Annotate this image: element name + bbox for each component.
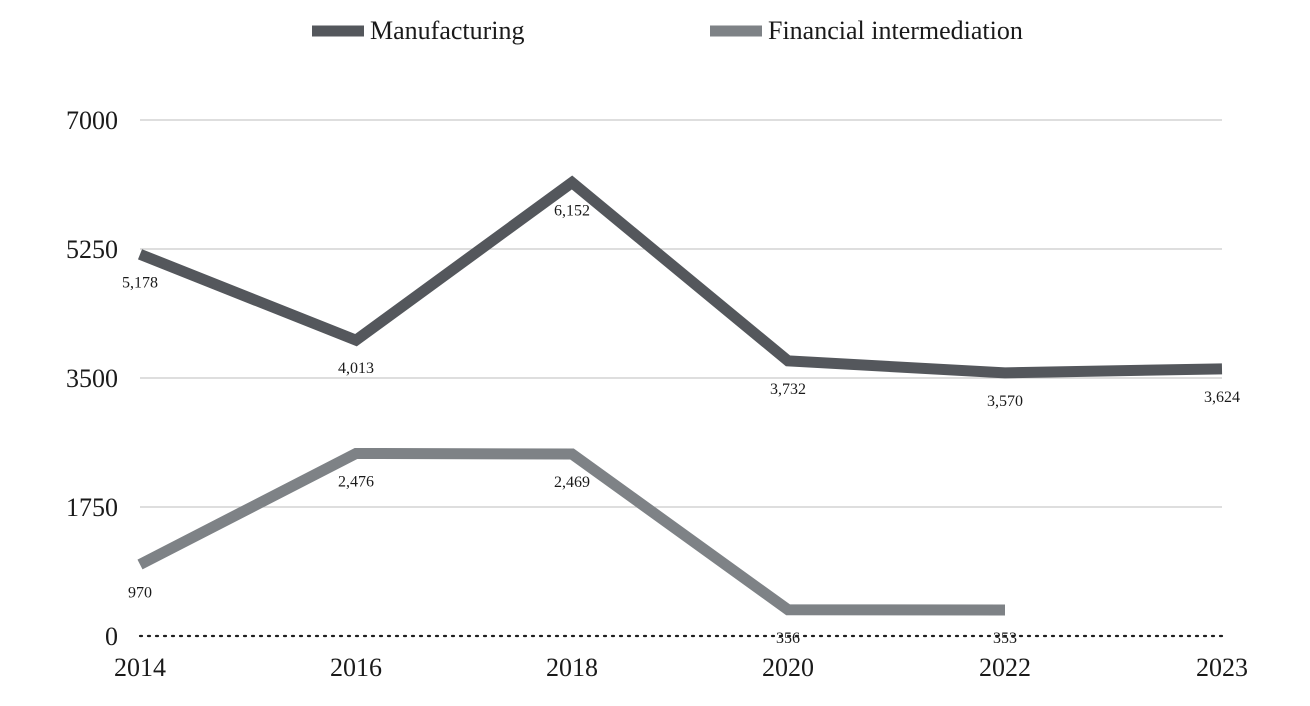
x-tick-label: 2016 [330,653,382,682]
data-label-manufacturing: 5,178 [122,274,158,291]
y-tick-label: 0 [105,622,118,651]
legend-item-manufacturing: Manufacturing [312,16,525,45]
x-tick-label: 2023 [1196,653,1248,682]
legend-label-financial-intermediation: Financial intermediation [768,16,1023,45]
data-label-manufacturing: 4,013 [338,360,374,377]
series-line-financial-intermediation [137,447,1006,616]
x-tick-label: 2020 [762,653,814,682]
data-label-financial-intermediation: 2,469 [554,474,590,491]
data-label-manufacturing: 3,732 [770,381,806,398]
series-line-manufacturing [137,175,1223,379]
series-lines [137,175,1223,616]
y-axis: 0 1750 3500 5250 7000 [66,106,118,651]
y-tick-label: 1750 [66,493,118,522]
y-tick-label: 3500 [66,364,118,393]
y-tick-label: 5250 [66,235,118,264]
x-tick-label: 2022 [979,653,1031,682]
x-axis: 2014 2016 2018 2020 2022 2023 [114,653,1248,682]
data-label-financial-intermediation: 353 [993,630,1017,647]
data-label-manufacturing: 6,152 [554,203,590,220]
data-labels: 5,178 4,013 6,152 3,732 3,570 3,624 970 2,476 2,… [122,203,1240,647]
data-label-financial-intermediation: 2,476 [338,473,374,490]
x-tick-label: 2014 [114,653,166,682]
y-tick-label: 7000 [66,106,118,135]
legend: Manufacturing Financial intermediation [312,16,1023,45]
gridlines [138,119,1224,638]
data-label-manufacturing: 3,570 [987,393,1023,410]
legend-label-manufacturing: Manufacturing [370,16,525,45]
legend-item-financial-intermediation: Financial intermediation [710,16,1023,45]
x-tick-label: 2018 [546,653,598,682]
data-label-manufacturing: 3,624 [1204,389,1240,406]
data-label-financial-intermediation: 356 [776,630,800,647]
data-label-financial-intermediation: 970 [128,584,152,601]
